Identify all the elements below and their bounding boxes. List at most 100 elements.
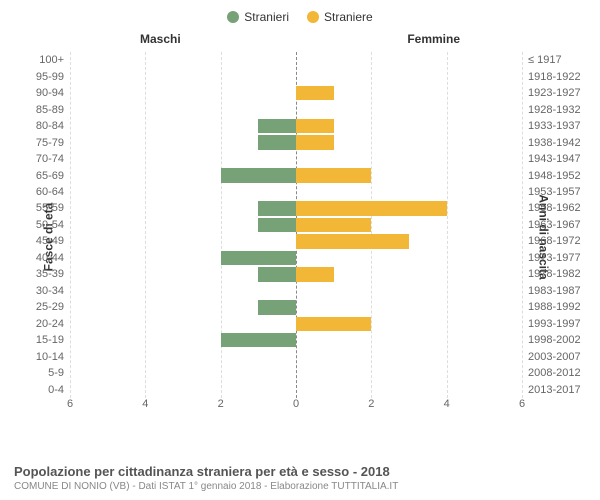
bar-female [296, 317, 371, 331]
table-row: 75-791938-1942 [70, 134, 522, 150]
birth-label: 1963-1967 [528, 219, 588, 231]
age-label: 0-4 [12, 384, 64, 396]
bar-wrap [70, 317, 522, 331]
age-label: 30-34 [12, 285, 64, 297]
bar-wrap [70, 333, 522, 347]
bar-female [296, 267, 334, 281]
age-label: 55-59 [12, 202, 64, 214]
table-row: 10-142003-2007 [70, 348, 522, 364]
table-row: 55-591958-1962 [70, 200, 522, 216]
age-label: 25-29 [12, 301, 64, 313]
bar-wrap [70, 234, 522, 248]
birth-label: 1993-1997 [528, 318, 588, 330]
birth-label: 1958-1962 [528, 202, 588, 214]
x-tick: 2 [218, 398, 224, 410]
age-label: 95-99 [12, 71, 64, 83]
bar-female [296, 135, 334, 149]
bar-wrap [70, 185, 522, 199]
birth-label: 1973-1977 [528, 252, 588, 264]
birth-label: ≤ 1917 [528, 54, 588, 66]
age-label: 40-44 [12, 252, 64, 264]
footer-title: Popolazione per cittadinanza straniera p… [14, 464, 586, 479]
birth-label: 1938-1942 [528, 137, 588, 149]
bar-male [258, 135, 296, 149]
header-female: Femmine [407, 32, 460, 46]
legend-swatch-female [307, 11, 319, 23]
birth-label: 1968-1972 [528, 235, 588, 247]
bar-wrap [70, 69, 522, 83]
table-row: 25-291988-1992 [70, 299, 522, 315]
birth-label: 1978-1982 [528, 268, 588, 280]
bar-wrap [70, 119, 522, 133]
bar-wrap [70, 86, 522, 100]
x-axis: 6 4 2 0 2 4 6 [70, 398, 522, 412]
birth-label: 2013-2017 [528, 384, 588, 396]
table-row: 40-441973-1977 [70, 250, 522, 266]
table-row: 70-741943-1947 [70, 151, 522, 167]
age-label: 35-39 [12, 268, 64, 280]
age-label: 100+ [12, 54, 64, 66]
bar-male [221, 333, 296, 347]
bar-wrap [70, 284, 522, 298]
bar-wrap [70, 201, 522, 215]
bar-wrap [70, 53, 522, 67]
plot-area: Fasce di età Anni di nascita 100+≤ 19179… [10, 52, 590, 422]
x-tick: 6 [67, 398, 73, 410]
bar-female [296, 234, 409, 248]
x-tick: 2 [368, 398, 374, 410]
age-label: 60-64 [12, 186, 64, 198]
gridline [522, 52, 523, 398]
birth-label: 1953-1957 [528, 186, 588, 198]
x-tick: 4 [444, 398, 450, 410]
table-row: 65-691948-1952 [70, 167, 522, 183]
birth-label: 1923-1927 [528, 87, 588, 99]
age-label: 70-74 [12, 153, 64, 165]
age-label: 50-54 [12, 219, 64, 231]
bar-wrap [70, 218, 522, 232]
bar-wrap [70, 102, 522, 116]
bar-male [221, 251, 296, 265]
bar-wrap [70, 135, 522, 149]
bar-female [296, 168, 371, 182]
table-row: 30-341983-1987 [70, 283, 522, 299]
bar-wrap [70, 152, 522, 166]
table-row: 80-841933-1937 [70, 118, 522, 134]
table-row: 45-491968-1972 [70, 233, 522, 249]
legend-item-male: Stranieri [227, 10, 289, 24]
table-row: 35-391978-1982 [70, 266, 522, 282]
table-row: 95-991918-1922 [70, 68, 522, 84]
header-male: Maschi [140, 32, 181, 46]
section-headers: Maschi Femmine [10, 32, 590, 48]
birth-label: 1928-1932 [528, 104, 588, 116]
bar-male [258, 119, 296, 133]
x-tick: 4 [142, 398, 148, 410]
footer-subtitle: COMUNE DI NONIO (VB) - Dati ISTAT 1° gen… [14, 481, 586, 492]
legend-label-male: Stranieri [244, 10, 289, 24]
table-row: 100+≤ 1917 [70, 52, 522, 68]
birth-label: 1918-1922 [528, 71, 588, 83]
bar-wrap [70, 382, 522, 396]
table-row: 5-92008-2012 [70, 365, 522, 381]
x-tick: 6 [519, 398, 525, 410]
birth-label: 1983-1987 [528, 285, 588, 297]
age-label: 5-9 [12, 367, 64, 379]
age-label: 15-19 [12, 334, 64, 346]
bar-wrap [70, 300, 522, 314]
table-row: 0-42013-2017 [70, 381, 522, 397]
age-label: 80-84 [12, 120, 64, 132]
birth-label: 2008-2012 [528, 367, 588, 379]
bar-wrap [70, 366, 522, 380]
bar-rows: 100+≤ 191795-991918-192290-941923-192785… [70, 52, 522, 398]
age-label: 10-14 [12, 351, 64, 363]
table-row: 50-541963-1967 [70, 217, 522, 233]
birth-label: 1933-1937 [528, 120, 588, 132]
bar-female [296, 86, 334, 100]
birth-label: 1948-1952 [528, 170, 588, 182]
table-row: 90-941923-1927 [70, 85, 522, 101]
bar-male [258, 201, 296, 215]
age-label: 65-69 [12, 170, 64, 182]
table-row: 15-191998-2002 [70, 332, 522, 348]
age-label: 75-79 [12, 137, 64, 149]
pyramid-chart: Stranieri Straniere Maschi Femmine Fasce… [0, 0, 600, 500]
x-tick: 0 [293, 398, 299, 410]
